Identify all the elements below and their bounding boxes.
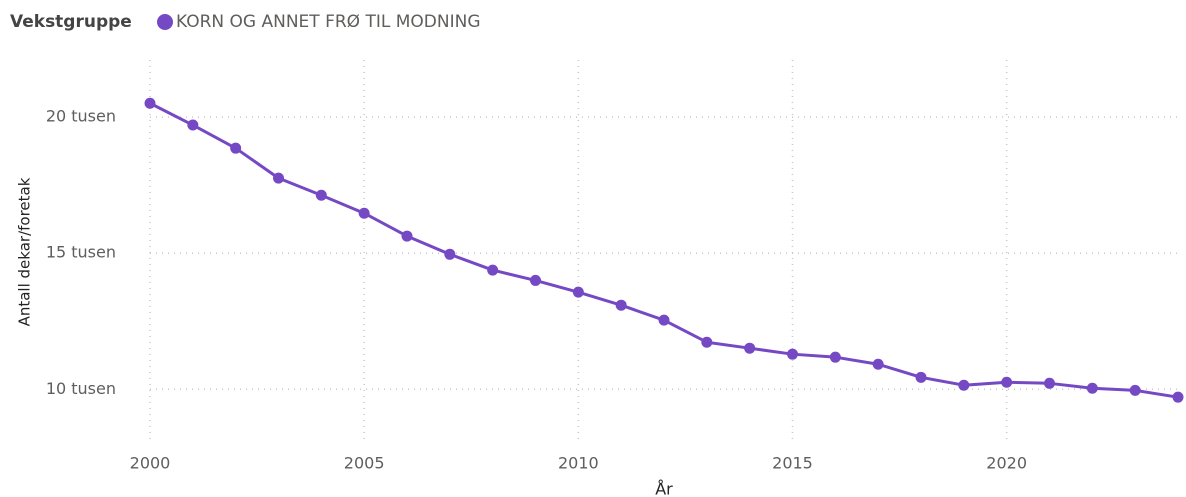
data-point: [701, 336, 713, 348]
data-point: [530, 274, 541, 286]
data-point: [1172, 391, 1184, 403]
y-tick-label: 15 tusen: [46, 243, 116, 262]
x-tick-label: 2015: [772, 454, 813, 473]
legend-title: Vekstgruppe: [10, 12, 132, 32]
data-point: [487, 264, 499, 276]
data-point: [1044, 377, 1055, 389]
data-point: [872, 358, 884, 370]
series-line: [149, 101, 1179, 399]
data-point: [144, 97, 156, 109]
y-axis-label: Antall dekar/foretak: [16, 177, 34, 326]
legend-marker: [157, 14, 173, 30]
data-point: [444, 248, 456, 260]
data-point: [915, 371, 927, 383]
data-point: [401, 230, 413, 242]
y-tick-label: 10 tusen: [46, 379, 116, 398]
x-tick-label: 2000: [130, 454, 171, 473]
data-point: [744, 342, 756, 354]
data-point: [187, 119, 199, 131]
data-point: [1129, 384, 1141, 396]
data-point: [1001, 376, 1013, 388]
data-point: [958, 379, 970, 391]
x-tick-label: 2020: [986, 454, 1027, 473]
data-point: [1086, 382, 1098, 394]
data-point: [615, 299, 627, 311]
y-tick-label: 20 tusen: [46, 107, 116, 126]
data-point: [787, 348, 798, 360]
data-point: [572, 286, 584, 298]
legend-label: KORN OG ANNET FRØ TIL MODNING: [176, 12, 481, 32]
data-point: [358, 207, 370, 219]
x-tick-label: 2010: [558, 454, 599, 473]
data-point: [315, 189, 327, 201]
data-point: [658, 314, 670, 326]
data-point: [829, 351, 841, 363]
data-point: [273, 172, 284, 184]
x-axis-label: År: [655, 480, 673, 497]
x-tick-label: 2005: [344, 454, 385, 473]
data-point: [230, 142, 242, 154]
